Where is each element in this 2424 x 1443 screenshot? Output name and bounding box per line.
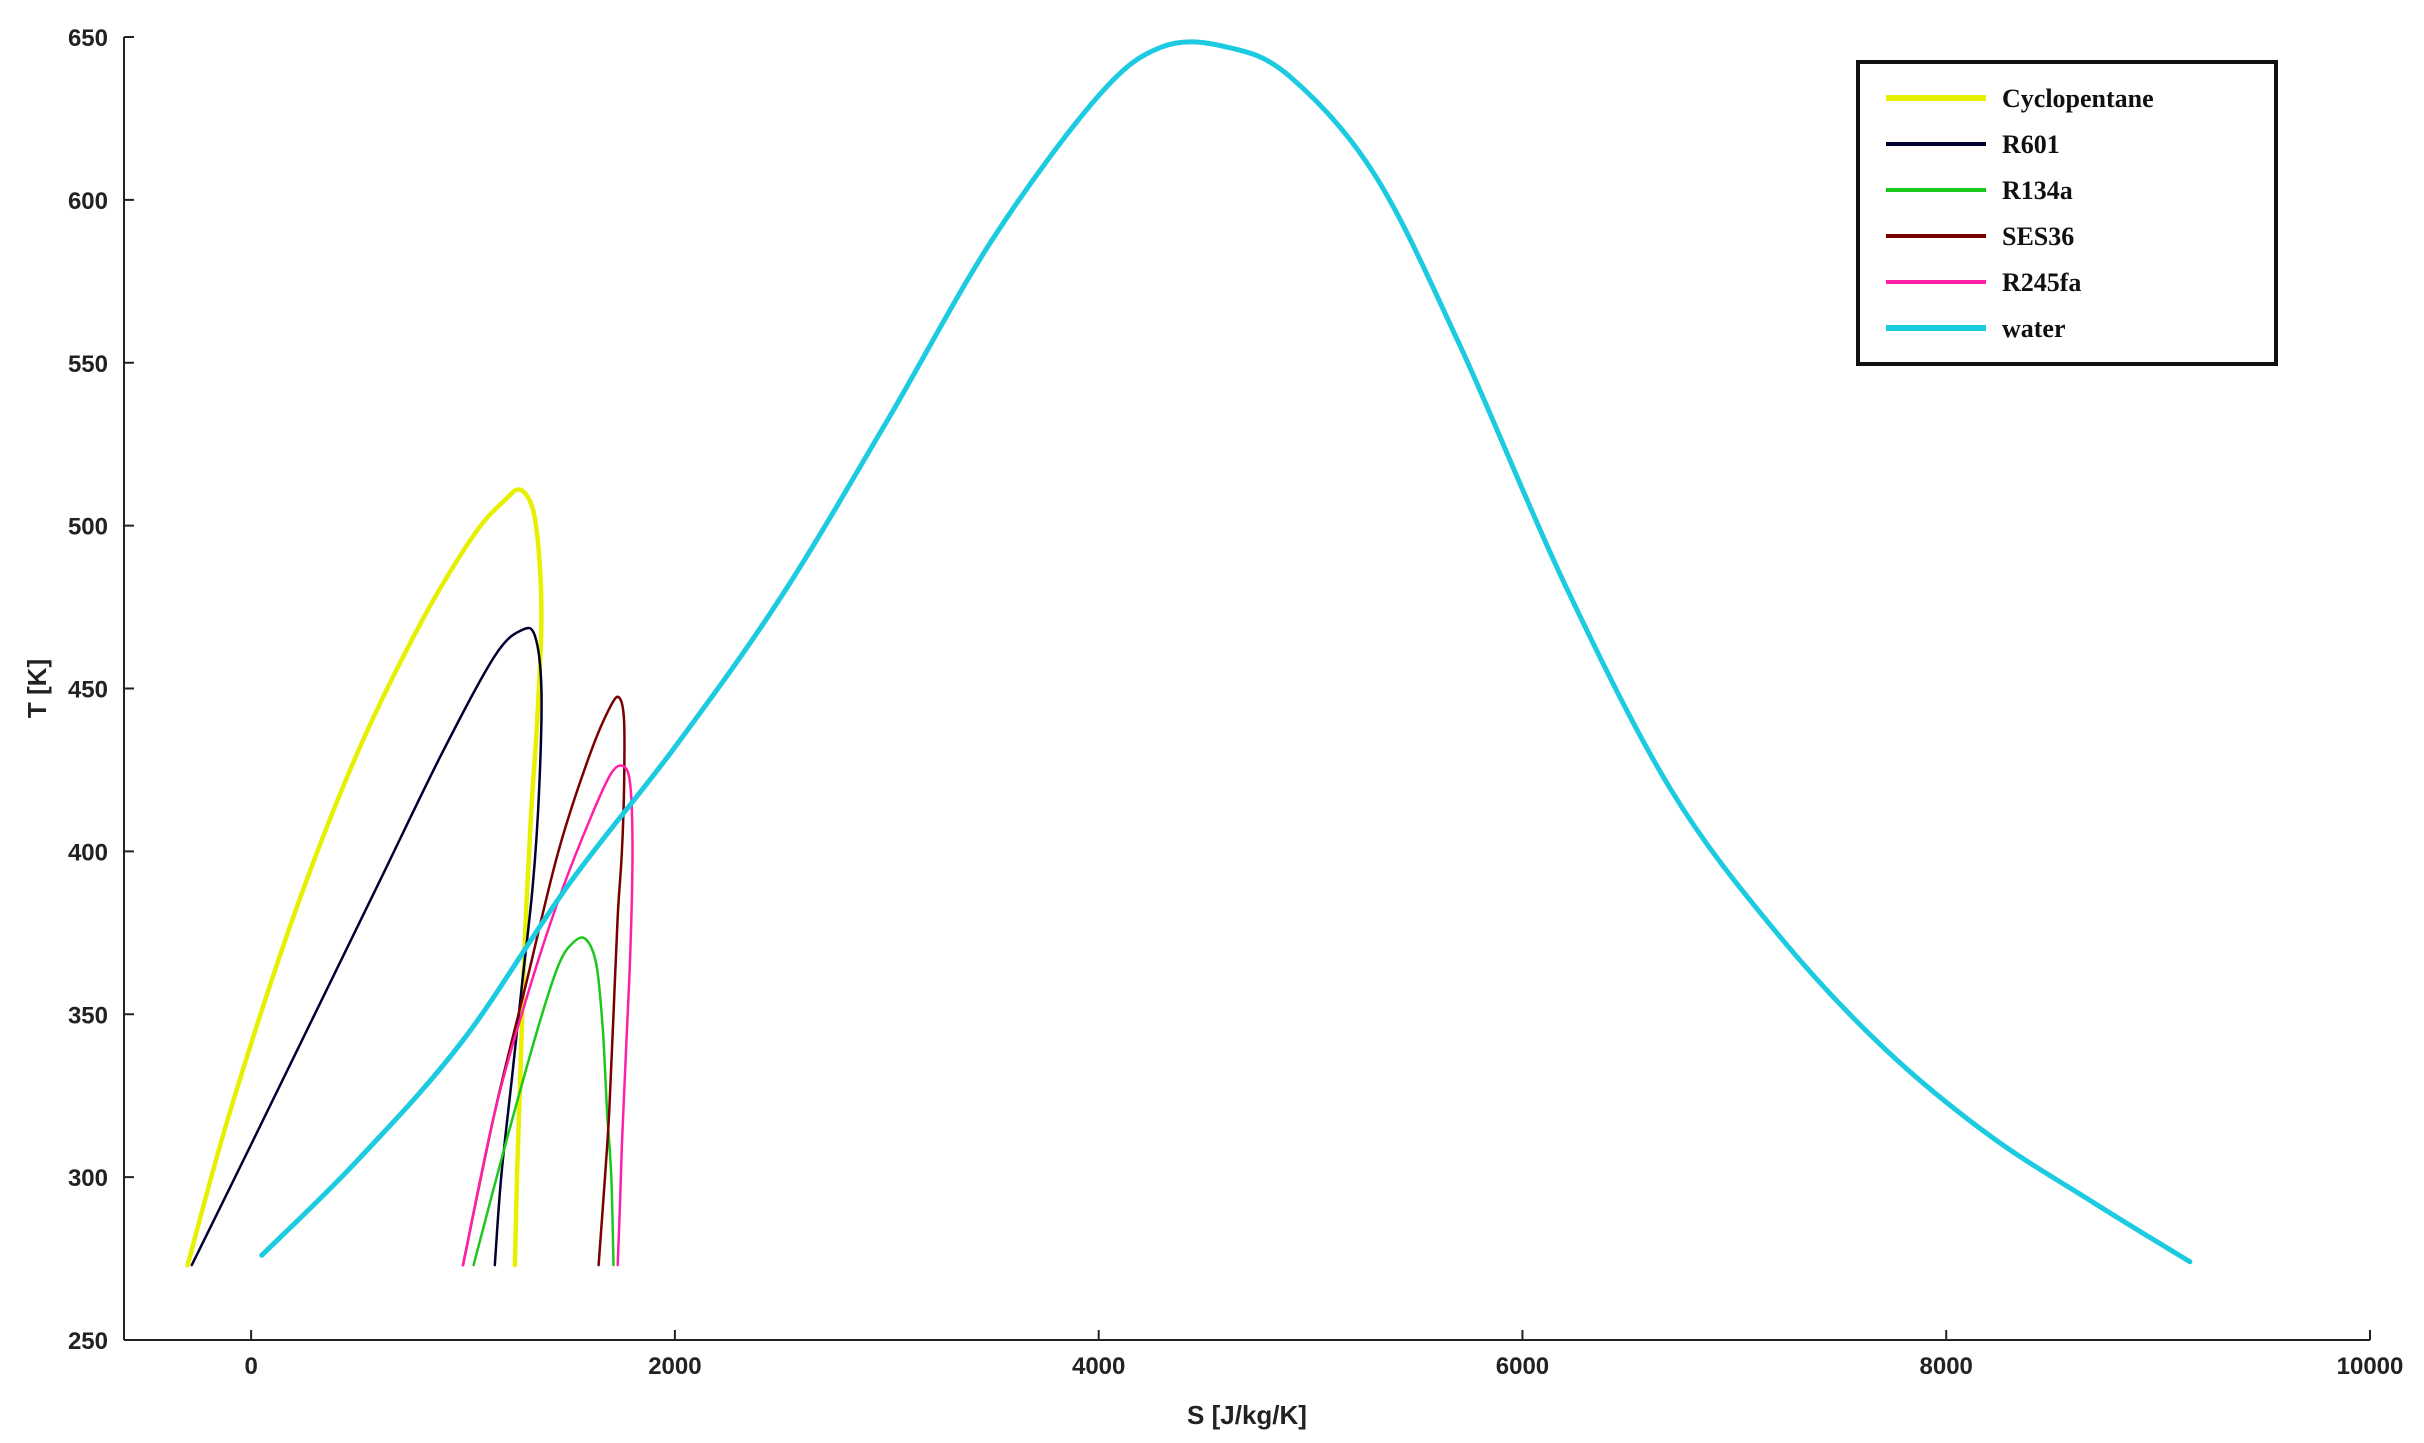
y-tick-label: 350 [68, 1002, 108, 1029]
series-layer [185, 39, 2193, 1268]
legend-label-r134a: R134a [2002, 176, 2073, 205]
x-tick-label: 10000 [2337, 1353, 2404, 1380]
x-tick-label: 2000 [648, 1353, 701, 1380]
x-tick-label: 4000 [1072, 1353, 1125, 1380]
y-tick-label: 250 [68, 1328, 108, 1355]
legend-label-ses36: SES36 [2002, 222, 2074, 251]
y-tick-label: 400 [68, 839, 108, 866]
y-tick-label: 450 [68, 677, 108, 704]
y-axis-ticks: 250 300 350 400 450 500 550 600 650 [68, 25, 134, 1355]
legend-label-cyclopentane: Cyclopentane [2002, 84, 2154, 113]
legend-label-r601: R601 [2002, 130, 2060, 159]
series-line-r245fa [461, 764, 634, 1267]
series-line-r601 [190, 626, 543, 1267]
legend-box [1856, 60, 2278, 366]
legend-items: Cyclopentane R601 R134a SES36 R245fa water [1886, 84, 2154, 343]
x-tick-label: 0 [244, 1353, 257, 1380]
y-tick-label: 500 [68, 514, 108, 541]
legend-label-r245fa: R245fa [2002, 268, 2081, 297]
series-line-ses36 [461, 695, 626, 1267]
x-axis-label: S [J/kg/K] [1187, 1400, 1307, 1430]
series-line-water [259, 39, 2193, 1265]
legend: Cyclopentane R601 R134a SES36 R245fa water [1856, 60, 2278, 366]
y-tick-label: 600 [68, 188, 108, 215]
y-tick-label: 550 [68, 351, 108, 378]
y-axis-label: T [K] [22, 659, 52, 718]
plot-area: 0 2000 4000 6000 8000 10000 250 300 350 400 450 50… [68, 25, 2403, 1380]
x-tick-label: 6000 [1496, 1353, 1549, 1380]
y-tick-label: 300 [68, 1165, 108, 1192]
legend-label-water: water [2002, 314, 2066, 343]
x-axis-ticks: 0 2000 4000 6000 8000 10000 [244, 1330, 2403, 1380]
y-tick-label: 650 [68, 25, 108, 52]
x-tick-label: 8000 [1920, 1353, 1973, 1380]
